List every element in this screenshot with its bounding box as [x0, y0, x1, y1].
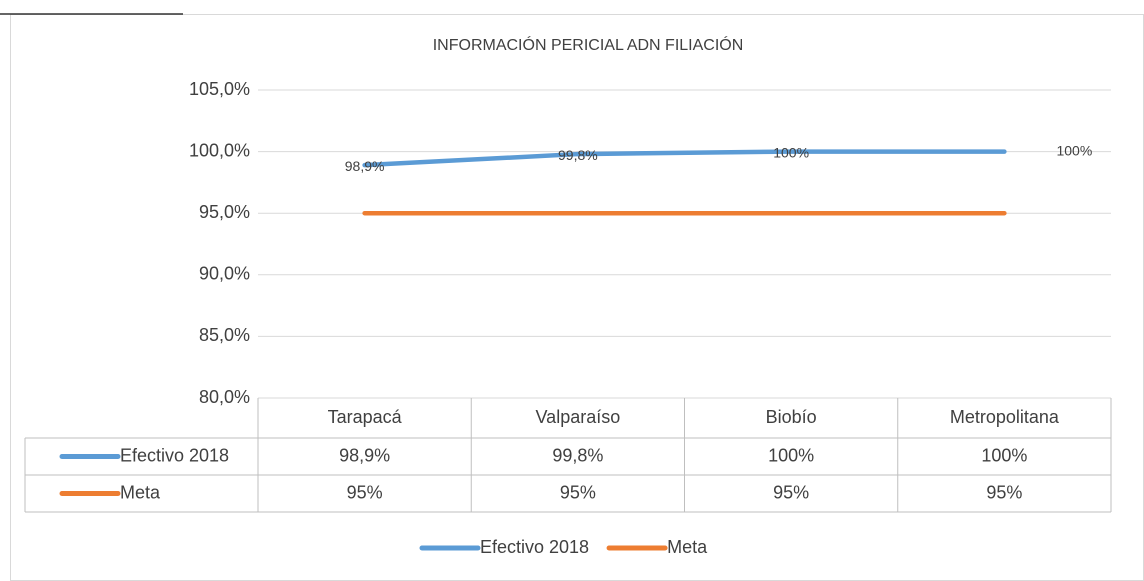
y-tick-label: 100,0%	[189, 140, 250, 160]
chart-border	[10, 14, 1144, 581]
x-tick-label: Biobío	[766, 407, 817, 427]
data-label: 98,9%	[345, 158, 385, 174]
table-cell: 95%	[560, 482, 596, 502]
table-series-name: Meta	[120, 482, 161, 502]
table-cell: 100%	[768, 445, 814, 465]
table-cell: 100%	[981, 445, 1027, 465]
table-cell: 98,9%	[339, 445, 390, 465]
data-label: 99,8%	[558, 147, 598, 163]
y-tick-label: 90,0%	[199, 264, 250, 284]
data-label: 100%	[773, 144, 809, 160]
legend-label: Efectivo 2018	[480, 537, 589, 557]
y-tick-label: 105,0%	[189, 79, 250, 99]
y-tick-label: 95,0%	[199, 202, 250, 222]
y-tick-label: 85,0%	[199, 325, 250, 345]
data-label: 100%	[1056, 142, 1092, 158]
table-cell: 95%	[986, 482, 1022, 502]
table-series-name: Efectivo 2018	[120, 445, 229, 465]
table-cell: 95%	[773, 482, 809, 502]
table-cell: 95%	[347, 482, 383, 502]
chart-title: INFORMACIÓN PERICIAL ADN FILIACIÓN	[433, 35, 744, 54]
y-tick-label: 80,0%	[199, 387, 250, 407]
legend-label: Meta	[667, 537, 708, 557]
table-cell: 99,8%	[552, 445, 603, 465]
series-line	[362, 149, 1007, 168]
x-tick-label: Metropolitana	[950, 407, 1060, 427]
x-tick-label: Valparaíso	[536, 407, 621, 427]
x-tick-label: Tarapacá	[328, 407, 403, 427]
